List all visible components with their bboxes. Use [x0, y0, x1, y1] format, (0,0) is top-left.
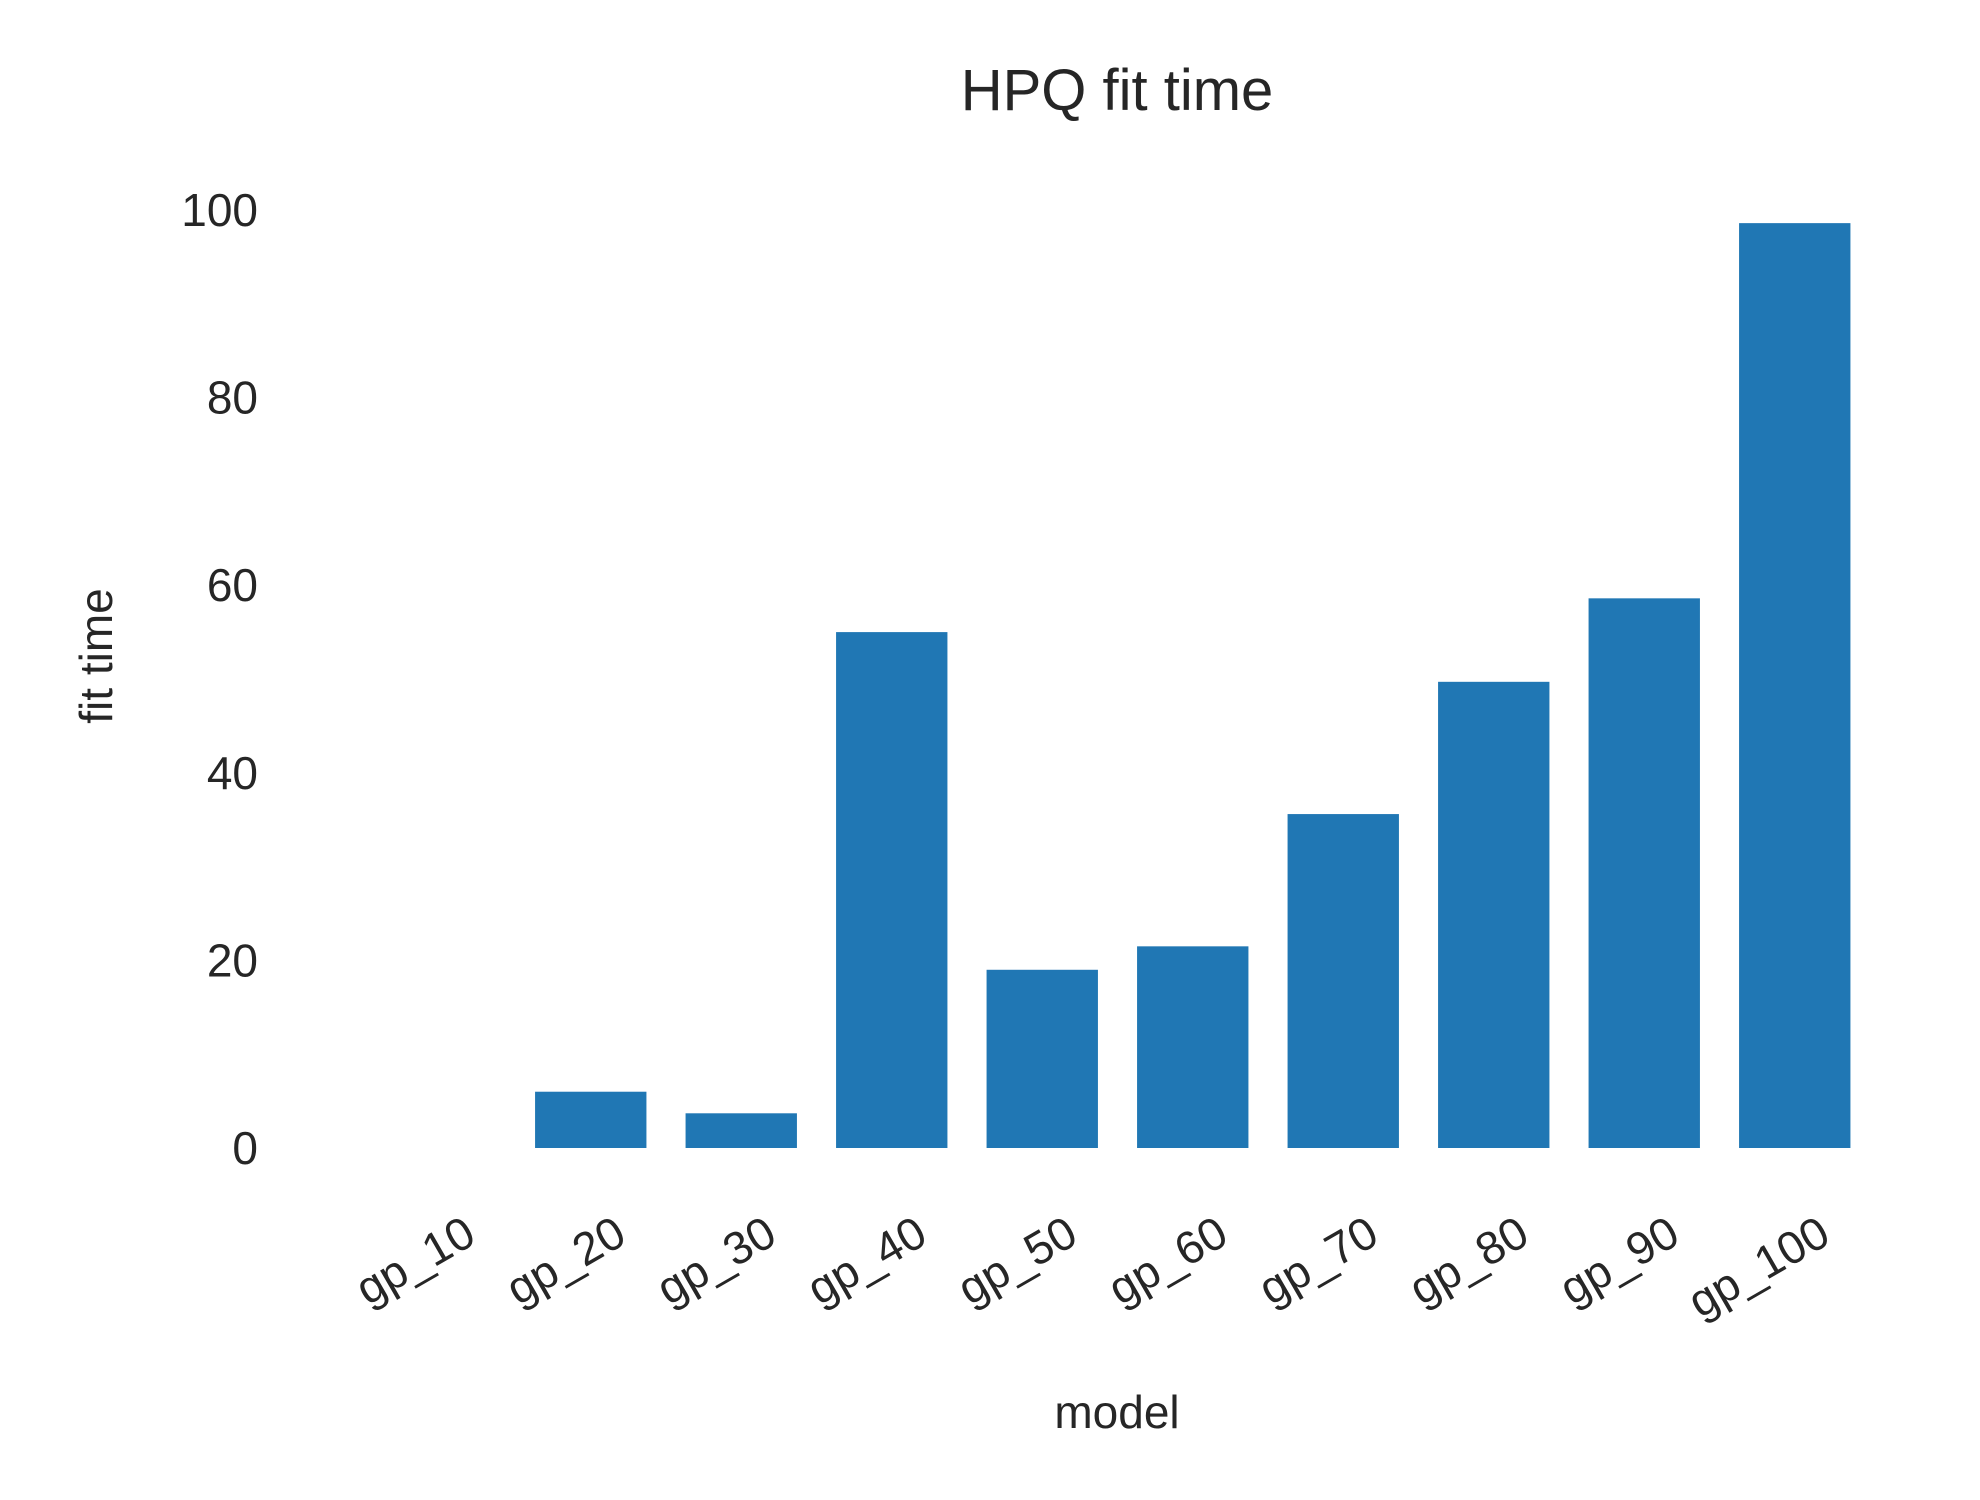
x-tick-label: gp_30	[647, 1206, 784, 1315]
y-tick-label: 60	[207, 559, 258, 611]
y-tick-label: 0	[232, 1122, 258, 1174]
y-tick-label: 100	[181, 184, 258, 236]
x-tick-label: gp_80	[1400, 1206, 1537, 1315]
bar	[1438, 681, 1550, 1148]
bars	[535, 223, 1851, 1148]
bar	[1588, 598, 1700, 1148]
chart-title: HPQ fit time	[961, 58, 1274, 123]
x-axis-ticks: gp_10 gp_20 gp_30 gp_40 gp_50 gp_60 gp_70 gp_80…	[346, 1206, 1837, 1328]
x-tick-label: gp_20	[497, 1206, 634, 1315]
y-axis-label: fit time	[70, 588, 122, 723]
bar	[685, 1113, 797, 1148]
x-tick-label: gp_70	[1249, 1206, 1386, 1315]
y-axis-ticks: 0 20 40 60 80 100	[181, 184, 258, 1174]
y-tick-label: 80	[207, 372, 258, 424]
x-tick-label: gp_40	[798, 1206, 935, 1315]
x-tick-label: gp_10	[346, 1206, 483, 1315]
bar	[836, 632, 948, 1148]
x-tick-label: gp_90	[1550, 1206, 1687, 1315]
x-tick-label: gp_50	[948, 1206, 1085, 1315]
x-tick-label: gp_100	[1679, 1206, 1838, 1328]
x-tick-label: gp_60	[1099, 1206, 1236, 1315]
x-axis-label: model	[1054, 1386, 1179, 1438]
bar	[986, 969, 1098, 1148]
bar	[1739, 223, 1851, 1148]
bar	[1287, 814, 1399, 1148]
y-tick-label: 40	[207, 747, 258, 799]
bar	[1137, 946, 1249, 1148]
bar	[535, 1091, 647, 1148]
y-tick-label: 20	[207, 934, 258, 986]
